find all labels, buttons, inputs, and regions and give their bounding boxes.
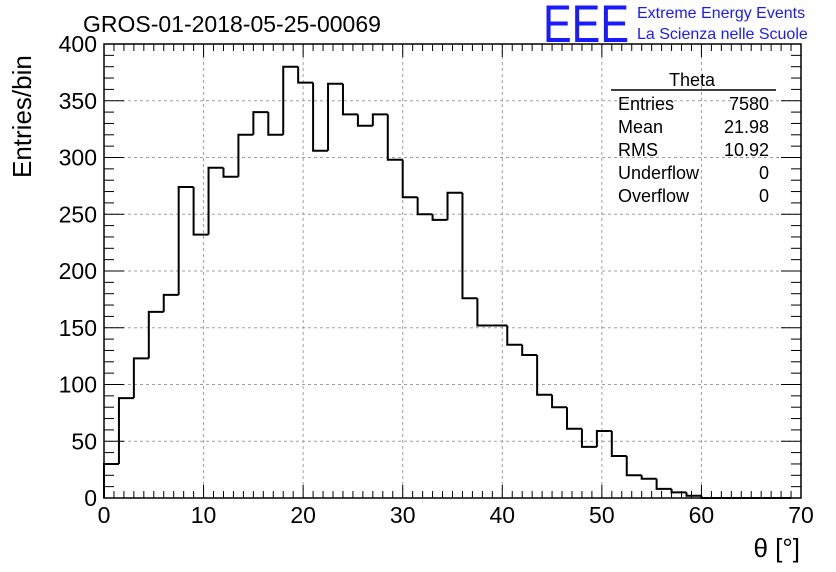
histogram-bin-35: [625, 456, 642, 477]
histogram-bin-20: [401, 159, 418, 199]
histogram-bin-8: [222, 167, 239, 178]
y-axis-label: Entries/bin: [7, 55, 37, 178]
histogram-bin-37: [655, 478, 672, 490]
histogram-bin-15: [327, 82, 343, 151]
histogram-bin-39: [685, 492, 702, 497]
histogram-bin-22: [431, 214, 448, 221]
histogram-bin-5: [177, 186, 194, 295]
y-tick-label-200: 200: [59, 258, 97, 284]
histogram-bin-4: [162, 293, 179, 312]
histogram-bin-32: [580, 428, 597, 448]
x-tick-label-60: 60: [689, 502, 715, 528]
x-tick-label-10: 10: [191, 502, 217, 528]
histogram-bin-13: [297, 66, 314, 84]
histogram-series: [103, 65, 792, 499]
tick-labels: 0 10 20 30 40 50 60 70 0 50 100 150 200 250 300 350 400: [59, 31, 814, 528]
y-tick-label-0: 0: [84, 485, 97, 511]
histogram-bin-11: [267, 112, 284, 136]
histogram-bin-2: [132, 357, 149, 399]
stats-value-underflow: 0: [759, 163, 769, 183]
histogram-bin-1: [117, 397, 134, 464]
x-tick-label-40: 40: [489, 502, 515, 528]
histogram-bin-31: [566, 407, 582, 430]
x-axis-label: θ [°]: [753, 533, 800, 563]
logo-line-1: Extreme Energy Events: [637, 5, 805, 22]
histogram-bin-18: [371, 113, 388, 126]
x-tick-label-0: 0: [98, 502, 111, 528]
histogram-bin-33: [595, 430, 612, 447]
histogram-bin-29: [536, 354, 553, 396]
histogram-bin-9: [237, 133, 254, 177]
histogram-bin-36: [640, 475, 657, 480]
histogram-bin-25: [476, 298, 493, 327]
histogram-bin-12: [282, 65, 299, 135]
histogram-bin-7: [207, 166, 224, 235]
stats-label-entries: Entries: [618, 94, 674, 114]
histogram-bin-3: [147, 310, 164, 359]
stats-label-overflow: Overflow: [618, 186, 690, 206]
histogram-bin-6: [192, 187, 209, 236]
histogram-bin-23: [446, 191, 463, 220]
histogram-bin-10: [252, 111, 269, 135]
histogram-bin-27: [506, 325, 523, 346]
stats-label-rms: RMS: [618, 140, 658, 160]
y-tick-label-150: 150: [59, 315, 97, 341]
stats-value-overflow: 0: [759, 186, 769, 206]
stats-box: Theta Entries 7580 Mean 21.98 RMS 10.92 …: [611, 70, 776, 206]
eee-logo: EEE: [543, 0, 629, 54]
chart-title: GROS-01-2018-05-25-00069: [83, 11, 381, 37]
histogram-bin-28: [521, 344, 538, 356]
y-tick-label-250: 250: [59, 201, 97, 227]
stats-value-mean: 21.98: [724, 117, 769, 137]
histogram-bin-21: [416, 197, 433, 216]
y-tick-label-350: 350: [59, 88, 97, 114]
stats-title: Theta: [669, 70, 716, 90]
x-tick-label-30: 30: [390, 502, 416, 528]
histogram-bin-30: [551, 394, 568, 409]
logo-line-2: La Scienza nelle Scuole: [637, 26, 808, 43]
x-tick-label-70: 70: [788, 502, 814, 528]
y-tick-label-400: 400: [59, 31, 97, 57]
histogram-bin-24: [461, 192, 478, 300]
histogram-bin-16: [341, 83, 358, 116]
y-tick-label-300: 300: [59, 145, 97, 171]
y-tick-label-50: 50: [71, 428, 97, 454]
y-tick-label-100: 100: [59, 372, 97, 398]
histogram-bin-34: [610, 431, 627, 457]
histogram-bin-14: [312, 82, 329, 152]
axis-ticks: [103, 43, 802, 499]
stats-value-entries: 7580: [729, 94, 769, 114]
x-tick-label-50: 50: [589, 502, 615, 528]
histogram-bin-19: [386, 114, 403, 161]
histogram-bin-17: [356, 114, 373, 127]
histogram-bin-38: [670, 488, 687, 494]
histogram-bin-0: [103, 462, 119, 498]
grid-lines: [104, 44, 801, 498]
stats-label-mean: Mean: [618, 117, 663, 137]
stats-value-rms: 10.92: [724, 140, 769, 160]
stats-label-underflow: Underflow: [618, 163, 700, 183]
x-tick-label-20: 20: [290, 502, 316, 528]
